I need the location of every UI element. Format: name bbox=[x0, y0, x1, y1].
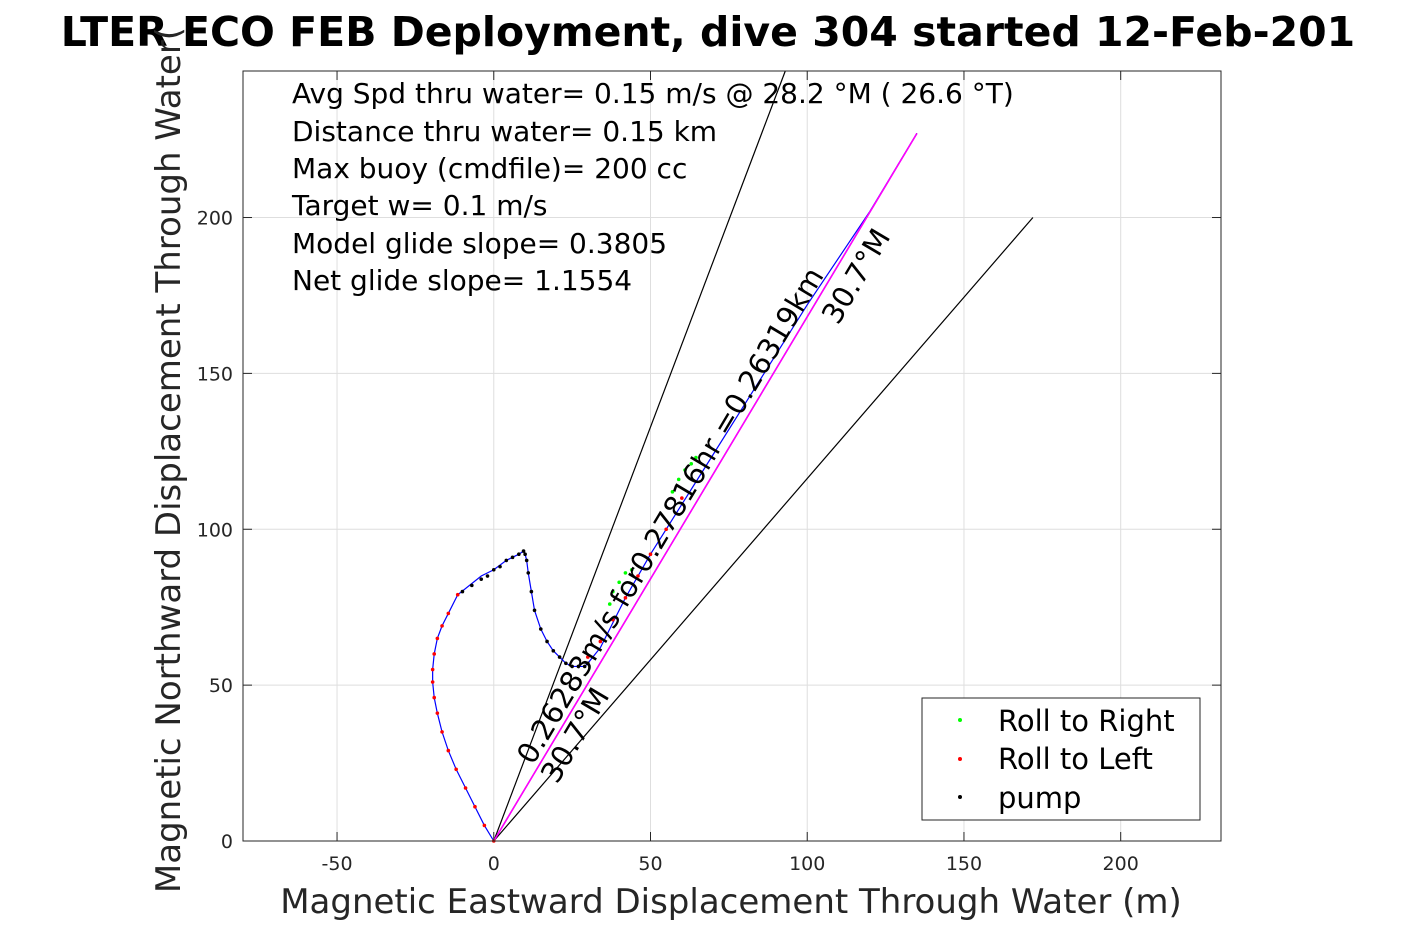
y-tick-label: 50 bbox=[209, 675, 233, 697]
roll-right-point bbox=[623, 571, 628, 575]
roll-left-point bbox=[680, 496, 684, 500]
roll-right-point bbox=[607, 602, 612, 606]
grid-lines bbox=[243, 71, 1221, 842]
chart-title: LTER ECO FEB Deployment, dive 304 starte… bbox=[61, 8, 1355, 56]
roll-left-point bbox=[623, 596, 628, 600]
roll-left-point bbox=[636, 574, 640, 578]
pump-point bbox=[545, 639, 549, 644]
roll-left-point bbox=[432, 695, 437, 700]
annotation-avg-speed: Avg Spd thru water= 0.15 m/s @ 28.2 °M (… bbox=[292, 77, 1014, 110]
annotation-max-buoy: Max buoy (cmdfile)= 200 cc bbox=[292, 152, 687, 185]
pump-point bbox=[460, 589, 465, 594]
annotation-block: Avg Spd thru water= 0.15 m/s @ 28.2 °M (… bbox=[291, 77, 1014, 297]
pump-point bbox=[491, 567, 496, 572]
legend-box bbox=[921, 697, 1201, 821]
roll-right-point bbox=[611, 589, 615, 594]
y-tick-label: 100 bbox=[197, 519, 233, 541]
roll-left-point bbox=[664, 527, 668, 532]
roll-left-point bbox=[446, 748, 451, 753]
roll-left-point bbox=[446, 611, 451, 616]
pump-point bbox=[517, 552, 521, 556]
roll-left-point bbox=[440, 730, 444, 734]
pump-point bbox=[576, 664, 581, 669]
roll-left-point bbox=[455, 592, 460, 597]
y-tick-label: 0 bbox=[221, 831, 233, 853]
roll-left-point bbox=[440, 624, 444, 628]
pump-point bbox=[538, 627, 543, 631]
annotation-distance: Distance thru water= 0.15 km bbox=[292, 115, 717, 148]
roll-left-point bbox=[463, 786, 468, 790]
roll-right-point bbox=[689, 461, 694, 466]
pump-point bbox=[529, 589, 534, 594]
y-tick-label: 200 bbox=[197, 208, 233, 230]
annotation-model-glide-slope: Model glide slope= 0.3805 bbox=[292, 227, 667, 260]
roll-left-point bbox=[432, 652, 437, 656]
pump-point bbox=[524, 558, 529, 563]
roll-left-point bbox=[435, 711, 440, 715]
roll-left-point bbox=[482, 823, 487, 828]
legend-label-pump: pump bbox=[998, 781, 1081, 815]
roll-right-point bbox=[683, 468, 687, 472]
pump-point bbox=[504, 558, 509, 563]
x-tick-label: 50 bbox=[638, 853, 662, 875]
pump-point bbox=[510, 555, 515, 560]
points-layer bbox=[430, 455, 698, 843]
legend-label-roll-right: Roll to Right bbox=[998, 704, 1175, 738]
roll-left-point bbox=[454, 767, 458, 772]
pump-point bbox=[570, 664, 574, 669]
roll-right-point bbox=[629, 567, 634, 572]
x-tick-label: -50 bbox=[322, 853, 353, 875]
annotation-target-w: Target w= 0.1 m/s bbox=[291, 189, 548, 222]
roll-left-point bbox=[648, 552, 653, 556]
pump-point bbox=[586, 661, 590, 666]
pump-point bbox=[498, 564, 502, 569]
x-tick-label: 100 bbox=[789, 853, 825, 875]
pump-point bbox=[557, 655, 562, 659]
legend-marker-roll-right bbox=[958, 718, 962, 722]
roll-right-point bbox=[617, 580, 621, 585]
roll-left-point bbox=[430, 667, 435, 672]
legend-marker-roll-left bbox=[958, 757, 962, 761]
x-axis-label: Magnetic Eastward Displacement Through W… bbox=[280, 882, 1182, 922]
reference-line-right-bound bbox=[493, 217, 1034, 842]
y-axis-label: Magnetic Northward Displacement Through … bbox=[149, 27, 189, 893]
roll-left-point bbox=[435, 636, 440, 641]
roll-left-point bbox=[586, 655, 590, 659]
pump-point bbox=[485, 574, 490, 578]
plot-frame bbox=[242, 70, 1222, 842]
roll-right-point bbox=[670, 490, 675, 494]
legend-label-roll-left: Roll to Left bbox=[998, 742, 1153, 776]
roll-left-point bbox=[598, 639, 603, 644]
legend-marker-pump bbox=[958, 795, 962, 799]
roll-right-point bbox=[694, 455, 698, 460]
tick-labels: -50 0 50 100 150 200 0 50 100 150 200 bbox=[197, 208, 1139, 875]
pump-point bbox=[526, 571, 531, 575]
pump-point bbox=[532, 608, 537, 613]
annotation-net-glide-slope: Net glide slope= 1.1554 bbox=[292, 264, 632, 297]
legend: Roll to Right Roll to Left pump bbox=[921, 697, 1201, 821]
reference-line-left-bound bbox=[493, 70, 786, 842]
pump-point bbox=[582, 664, 587, 669]
x-tick-label: 200 bbox=[1103, 853, 1139, 875]
axis-ticks bbox=[243, 71, 1221, 842]
heading-line bbox=[493, 132, 918, 842]
y-tick-label: 150 bbox=[197, 363, 233, 385]
pump-point bbox=[470, 583, 474, 588]
pump-point bbox=[523, 552, 527, 556]
pump-point bbox=[564, 661, 568, 666]
roll-right-point bbox=[676, 477, 681, 482]
pump-point bbox=[479, 577, 484, 581]
pump-point bbox=[551, 649, 556, 653]
x-tick-label: 0 bbox=[488, 853, 500, 875]
x-tick-label: 150 bbox=[946, 853, 982, 875]
roll-left-point bbox=[611, 617, 615, 622]
roll-left-point bbox=[473, 804, 477, 809]
pump-point bbox=[521, 549, 526, 553]
roll-left-point bbox=[430, 680, 435, 684]
